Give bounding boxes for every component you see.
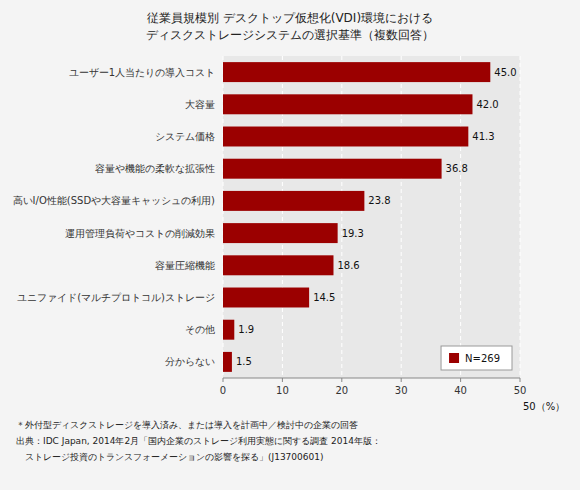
x-tick	[341, 378, 342, 382]
category-label: その他	[185, 324, 215, 335]
title: 従業員規模別 デスクトップ仮想化(VDI)環境における	[147, 11, 433, 25]
x-tick-label: 30	[395, 385, 408, 396]
annotation: 50（%）	[523, 401, 565, 412]
bar	[223, 191, 364, 211]
x-tick-label: 20	[335, 385, 348, 396]
x-tick	[520, 378, 521, 382]
category-label: システム価格	[155, 131, 215, 142]
footnote: 出典：IDC Japan, 2014年2月「国内企業のストレージ利用実態に関する…	[16, 436, 381, 446]
x-tick	[460, 378, 461, 382]
legend: N=269	[441, 346, 512, 370]
data-label: 1.5	[236, 356, 252, 367]
x-tick	[401, 378, 402, 382]
data-label: 41.3	[472, 131, 494, 142]
category-label: 容量や機能の柔軟な拡張性	[95, 163, 215, 174]
data-label: 19.3	[342, 228, 364, 239]
category-label: 運用管理負荷やコストの削減効果	[65, 228, 215, 239]
x-tick-label: 50	[514, 385, 527, 396]
grid-line	[520, 56, 521, 378]
category-label: 容量圧縮機能	[155, 260, 215, 271]
footnote: ＊外付型ディスクストレージを導入済み、または導入を計画中／検討中の企業の回答	[16, 420, 358, 430]
x-tick-label: 0	[220, 385, 226, 396]
x-tick	[223, 378, 224, 382]
category-label: 分からない	[165, 356, 215, 367]
x-axis-line	[223, 378, 520, 379]
footnote: ストレージ投資のトランスフォーメーションの影響を探る」(J13700601)	[16, 452, 324, 462]
legend-swatch	[449, 353, 459, 363]
bar	[223, 62, 490, 82]
x-tick-label: 40	[454, 385, 467, 396]
category-label: 大容量	[185, 99, 215, 110]
x-axis: 0 10 20 30 40 50	[220, 378, 527, 396]
bars	[223, 62, 490, 372]
data-label: 14.5	[313, 292, 335, 303]
subtitle: ディスクストレージシステムの選択基準（複数回答）	[146, 28, 434, 42]
bar	[223, 255, 333, 275]
bar	[223, 127, 468, 147]
data-label: 45.0	[494, 67, 516, 78]
category-label: ユニファイド(マルチプロトコル)ストレージ	[17, 292, 215, 303]
data-labels: 45.0 42.0 41.3 36.8 23.8 19.3 18.6 14.5 1.9 1.5	[236, 67, 517, 368]
x-tick-label: 10	[276, 385, 289, 396]
bar	[223, 94, 472, 114]
data-label: 23.8	[368, 195, 390, 206]
background	[0, 0, 580, 490]
bar	[223, 288, 309, 308]
data-label: 1.9	[238, 324, 254, 335]
data-label: 36.8	[446, 163, 468, 174]
data-label: 42.0	[476, 99, 498, 110]
legend-frame	[441, 346, 512, 370]
data-label: 18.6	[337, 260, 359, 271]
plot-area	[223, 56, 520, 378]
legend-label: N=269	[465, 353, 500, 364]
bar	[223, 320, 234, 340]
bar	[223, 352, 232, 372]
grid	[223, 56, 520, 378]
x-tick	[282, 378, 283, 382]
category-label: 高いI/O性能(SSDや大容量キャッシュの利用)	[13, 195, 215, 206]
y-axis-labels: ユーザー1人当たりの導入コスト大容量システム価格容量や機能の柔軟な拡張性高いI/…	[13, 67, 215, 368]
bar	[223, 223, 338, 243]
chart: 従業員規模別 デスクトップ仮想化(VDI)環境におけるディスクストレージシステム…	[0, 0, 580, 490]
bar	[223, 159, 442, 179]
category-label: ユーザー1人当たりの導入コスト	[69, 67, 215, 78]
